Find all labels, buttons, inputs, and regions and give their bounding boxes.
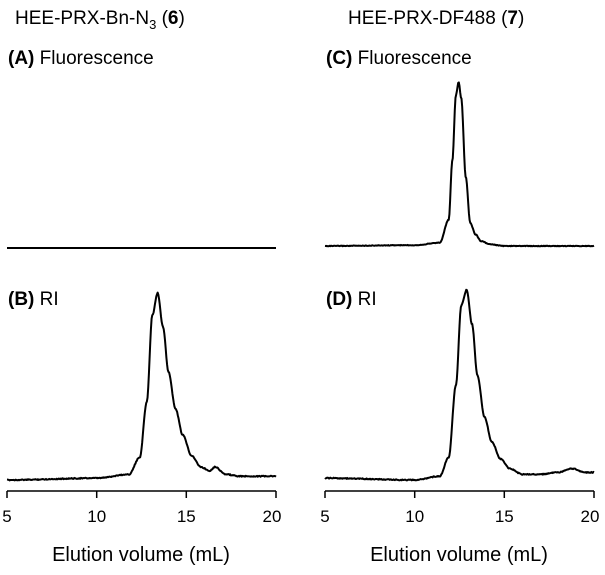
x-axis-right: 5 10 15 20 Elution volume (mL)	[320, 490, 600, 566]
trace-c-fluorescence	[324, 81, 595, 248]
column-title-right: HEE-PRX-DF488 (7)	[348, 8, 524, 29]
trace-d-ri	[324, 288, 595, 482]
panel-label-b: (B) RI	[8, 289, 59, 310]
trace-b-ri	[6, 291, 277, 482]
column-title-left: HEE-PRX-Bn-N3 (6)	[15, 8, 185, 32]
x-axis-title-left: Elution volume (mL)	[52, 544, 230, 566]
x-axis-title-right: Elution volume (mL)	[370, 544, 548, 566]
x-tick-label: 10	[87, 507, 106, 526]
panel-label-c: (C) Fluorescence	[326, 48, 472, 69]
x-tick-label: 10	[405, 507, 424, 526]
panel-label-a: (A) Fluorescence	[8, 48, 154, 69]
x-tick-label: 20	[263, 507, 282, 526]
panel-label-d: (D) RI	[326, 289, 377, 310]
x-tick-label: 20	[581, 507, 600, 526]
x-axis-left: 5 10 15 20 Elution volume (mL)	[2, 490, 282, 566]
x-tick-label: 5	[320, 507, 329, 526]
x-tick-label: 15	[495, 507, 514, 526]
x-tick-label: 15	[177, 507, 196, 526]
x-tick-label: 5	[2, 507, 11, 526]
